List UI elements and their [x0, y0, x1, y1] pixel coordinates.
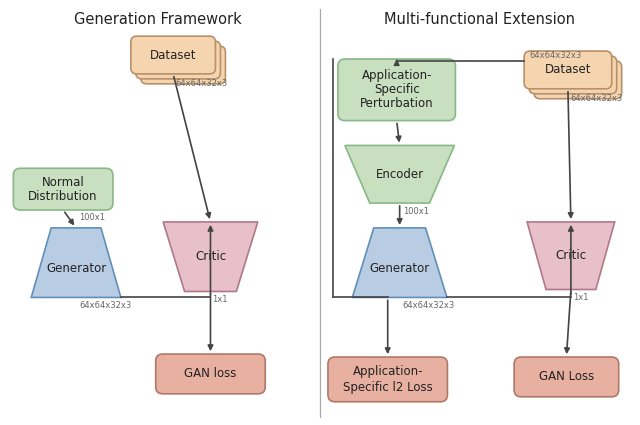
Text: 1x1: 1x1	[212, 295, 228, 304]
Polygon shape	[345, 145, 454, 203]
Polygon shape	[353, 228, 447, 298]
Text: 64x64x32x3: 64x64x32x3	[529, 51, 581, 60]
Text: GAN loss: GAN loss	[184, 368, 237, 380]
FancyBboxPatch shape	[136, 41, 220, 79]
Text: 100x1: 100x1	[79, 213, 105, 222]
FancyBboxPatch shape	[156, 354, 265, 394]
Text: Distribution: Distribution	[28, 190, 98, 203]
Text: Normal: Normal	[42, 176, 84, 189]
Text: Critic: Critic	[195, 250, 226, 263]
Text: 64x64x32x3: 64x64x32x3	[79, 301, 131, 310]
Polygon shape	[31, 228, 121, 298]
FancyBboxPatch shape	[141, 46, 225, 84]
Text: Application-: Application-	[362, 69, 432, 82]
FancyBboxPatch shape	[514, 357, 619, 397]
Text: 100x1: 100x1	[403, 207, 429, 215]
Polygon shape	[163, 222, 258, 292]
Text: Specific: Specific	[374, 83, 420, 96]
FancyBboxPatch shape	[131, 36, 216, 74]
Text: Generator: Generator	[46, 262, 106, 275]
Text: 64x64x32x3: 64x64x32x3	[570, 94, 622, 103]
Text: Dataset: Dataset	[150, 48, 196, 62]
FancyBboxPatch shape	[338, 59, 456, 121]
Text: Dataset: Dataset	[545, 63, 591, 76]
Text: GAN Loss: GAN Loss	[539, 371, 594, 383]
Text: Encoder: Encoder	[376, 168, 424, 181]
Text: Multi-functional Extension: Multi-functional Extension	[384, 12, 575, 27]
FancyBboxPatch shape	[13, 168, 113, 210]
FancyBboxPatch shape	[328, 357, 447, 402]
Text: Generator: Generator	[369, 262, 430, 275]
FancyBboxPatch shape	[524, 51, 612, 89]
Text: Generation Framework: Generation Framework	[74, 12, 241, 27]
Text: 64x64x32x3: 64x64x32x3	[403, 301, 455, 310]
Text: Application-: Application-	[353, 365, 423, 378]
Text: 1x1: 1x1	[573, 293, 588, 302]
Polygon shape	[527, 222, 614, 289]
FancyBboxPatch shape	[534, 61, 621, 99]
Text: Perturbation: Perturbation	[360, 97, 433, 110]
Text: 64x64x32x3: 64x64x32x3	[175, 79, 227, 88]
FancyBboxPatch shape	[529, 56, 617, 94]
Text: Critic: Critic	[556, 249, 586, 262]
Text: Specific l2 Loss: Specific l2 Loss	[343, 381, 433, 394]
